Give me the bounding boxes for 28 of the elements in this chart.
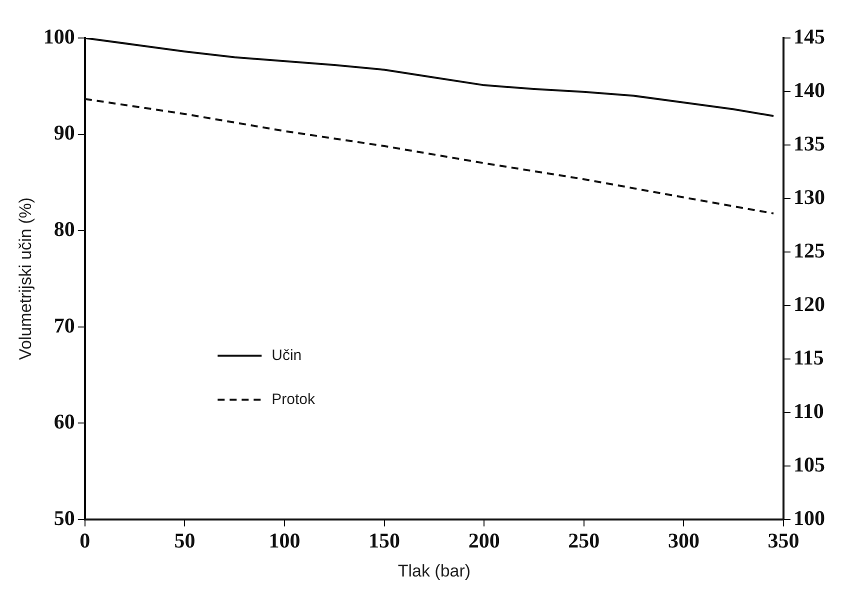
legend-label: Protok xyxy=(272,390,316,408)
y-tick-label: 80 xyxy=(54,216,75,241)
y-tick-label: 50 xyxy=(54,506,75,530)
y2-tick-label: 115 xyxy=(794,345,824,370)
y-axis-title: Volumetrijski učin (%) xyxy=(16,197,35,360)
y2-tick-label: 145 xyxy=(794,24,825,48)
y-tick-label: 70 xyxy=(54,313,75,338)
x-tick-label: 150 xyxy=(368,528,400,552)
y2-tick-label: 130 xyxy=(794,184,825,209)
x-tick-label: 300 xyxy=(668,528,700,552)
y2-tick-label: 135 xyxy=(794,131,825,156)
x-tick-label: 0 xyxy=(80,528,90,552)
y2-tick-label: 110 xyxy=(794,398,824,423)
x-tick-label: 350 xyxy=(768,528,800,552)
x-tick-label: 250 xyxy=(568,528,600,552)
y-tick-label: 90 xyxy=(54,120,75,145)
y2-tick-label: 105 xyxy=(794,452,825,476)
y2-tick-label: 125 xyxy=(794,238,825,262)
y-tick-label: 100 xyxy=(43,24,75,48)
y2-tick-label: 140 xyxy=(794,78,825,102)
y2-tick-label: 120 xyxy=(794,292,825,316)
x-tick-label: 50 xyxy=(174,528,196,552)
x-tick-label: 100 xyxy=(268,528,300,552)
x-tick-label: 200 xyxy=(468,528,500,552)
legend-label: Učin xyxy=(272,346,302,364)
y-tick-label: 60 xyxy=(54,410,75,434)
x-axis-title: Tlak (bar) xyxy=(398,561,471,580)
y2-tick-label: 100 xyxy=(794,506,825,530)
